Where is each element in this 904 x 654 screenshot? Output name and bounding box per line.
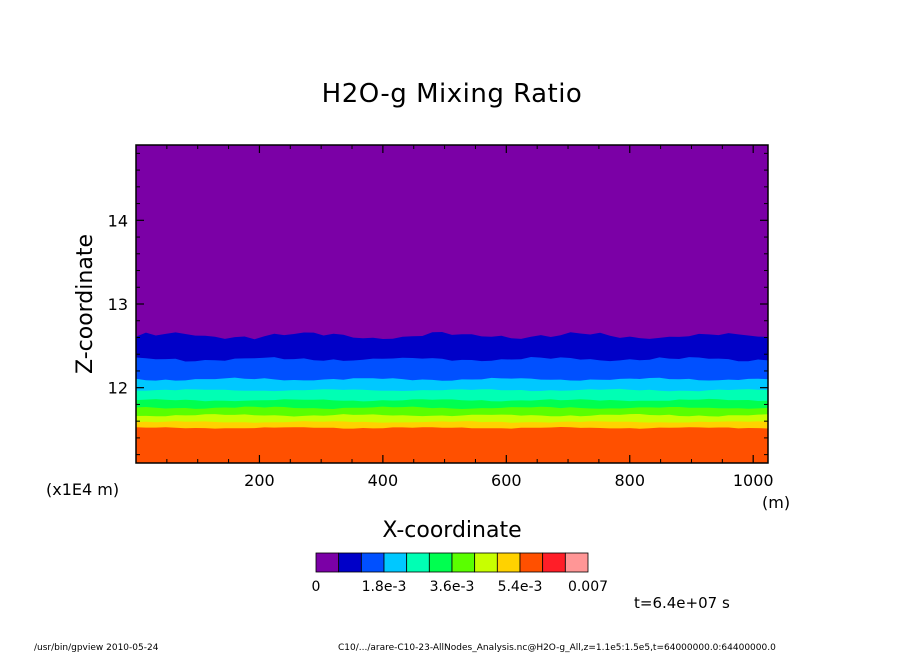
colorbar-label: 5.4e-3 [498, 579, 543, 595]
x-axis: 200 400 600 800 1000 [166, 145, 774, 490]
footer-left: /usr/bin/gpview 2010-05-24 [34, 643, 159, 653]
colorbar-swatch [542, 552, 566, 573]
chart-title: H2O-g Mixing Ratio [322, 79, 583, 109]
colorbar-label: 0.007 [568, 579, 608, 595]
x-tick-label: 1000 [733, 471, 774, 490]
colorbar-swatch [474, 552, 498, 573]
colorbar-swatch [519, 552, 544, 573]
y-axis-unit: (x1E4 m) [46, 480, 119, 499]
plot-area [136, 145, 768, 463]
x-tick-label: 200 [244, 471, 275, 490]
y-axis-label: Z-coordinate [73, 234, 98, 374]
colorbar-swatch [428, 552, 453, 573]
time-label: t=6.4e+07 s [634, 594, 730, 612]
y-tick-label: 13 [108, 295, 128, 314]
x-tick-label: 600 [491, 471, 522, 490]
y-tick-label: 12 [108, 379, 128, 398]
colorbar-swatch [383, 552, 408, 573]
y-tick-label: 14 [108, 211, 128, 230]
footer-right: C10/.../arare-C10-23-AllNodes_Analysis.n… [338, 643, 776, 653]
colorbar: 0 1.8e-3 3.6e-3 5.4e-3 0.007 [312, 552, 608, 595]
x-tick-label: 400 [368, 471, 399, 490]
x-tick-label: 800 [614, 471, 645, 490]
colorbar-label: 3.6e-3 [430, 579, 475, 595]
colorbar-swatch [406, 552, 430, 573]
colorbar-swatch [360, 552, 385, 573]
colorbar-swatch [564, 552, 589, 573]
colorbar-swatch [496, 552, 521, 573]
y-axis: 12 13 14 [108, 152, 768, 456]
x-axis-label: X-coordinate [382, 518, 521, 543]
x-axis-unit: (m) [762, 493, 790, 512]
colorbar-label: 1.8e-3 [362, 579, 407, 595]
colorbar-swatch [451, 552, 476, 573]
colorbar-label: 0 [312, 579, 321, 595]
contour-band [136, 427, 768, 463]
colorbar-swatch [338, 552, 362, 573]
colorbar-swatch [315, 552, 340, 573]
